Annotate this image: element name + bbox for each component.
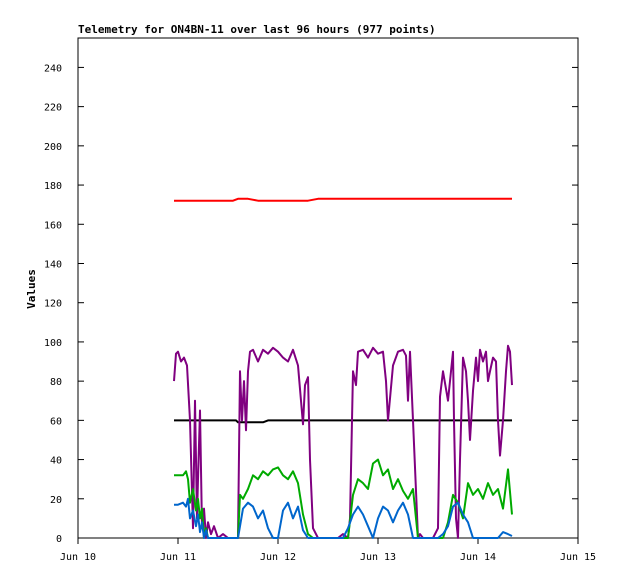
y-tick-label: 140 xyxy=(44,259,62,270)
series-line-0 xyxy=(174,197,512,202)
plot-frame xyxy=(77,37,579,539)
y-axis-label: Values xyxy=(25,269,38,309)
y-tick-label: 120 xyxy=(44,299,62,310)
series-line-1 xyxy=(174,419,512,424)
y-tick-label: 40 xyxy=(50,456,62,467)
series-line-4 xyxy=(174,497,513,539)
series-line-3 xyxy=(174,458,513,539)
y-tick-label: 100 xyxy=(44,338,62,349)
x-tick-label: Jun 11 xyxy=(160,552,196,563)
y-tick-label: 160 xyxy=(44,220,62,231)
series-line-2 xyxy=(173,344,513,539)
y-tick-label: 200 xyxy=(44,142,62,153)
y-tick-label: 0 xyxy=(56,534,62,545)
y-tick-label: 240 xyxy=(44,63,62,74)
x-tick-label: Jun 15 xyxy=(560,552,596,563)
y-tick-label: 60 xyxy=(50,416,62,427)
y-tick-label: 20 xyxy=(50,495,62,506)
y-tick-label: 220 xyxy=(44,103,62,114)
x-tick-label: Jun 12 xyxy=(260,552,296,563)
x-tick-label: Jun 10 xyxy=(60,552,96,563)
x-tick-label: Jun 14 xyxy=(460,552,496,563)
chart-title: Telemetry for ON4BN-11 over last 96 hour… xyxy=(78,23,436,36)
y-tick-label: 180 xyxy=(44,181,62,192)
y-tick-label: 80 xyxy=(50,377,62,388)
x-tick-label: Jun 13 xyxy=(360,552,396,563)
